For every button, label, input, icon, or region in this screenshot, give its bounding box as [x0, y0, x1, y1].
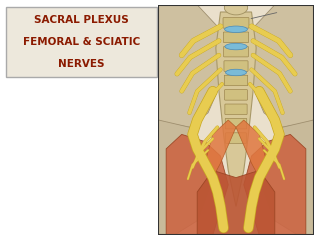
FancyBboxPatch shape [224, 61, 248, 71]
Polygon shape [259, 120, 314, 235]
Polygon shape [244, 134, 306, 235]
FancyBboxPatch shape [226, 133, 246, 143]
Ellipse shape [226, 69, 246, 76]
FancyBboxPatch shape [224, 46, 248, 57]
FancyBboxPatch shape [6, 7, 157, 77]
Polygon shape [158, 120, 213, 235]
Polygon shape [197, 170, 275, 235]
Ellipse shape [225, 43, 247, 50]
Text: NERVES: NERVES [58, 59, 105, 69]
Polygon shape [166, 134, 228, 235]
Polygon shape [216, 12, 256, 206]
FancyBboxPatch shape [223, 32, 249, 42]
FancyBboxPatch shape [225, 104, 247, 114]
Polygon shape [236, 120, 267, 178]
FancyBboxPatch shape [225, 118, 247, 129]
FancyBboxPatch shape [225, 90, 247, 100]
FancyBboxPatch shape [223, 18, 249, 28]
Polygon shape [205, 120, 236, 178]
Ellipse shape [224, 0, 248, 15]
Polygon shape [248, 5, 314, 127]
Ellipse shape [225, 26, 247, 33]
Polygon shape [158, 5, 224, 127]
FancyBboxPatch shape [224, 75, 248, 86]
Text: SACRAL PLEXUS: SACRAL PLEXUS [34, 15, 129, 25]
Text: FEMORAL & SCIATIC: FEMORAL & SCIATIC [23, 37, 140, 47]
